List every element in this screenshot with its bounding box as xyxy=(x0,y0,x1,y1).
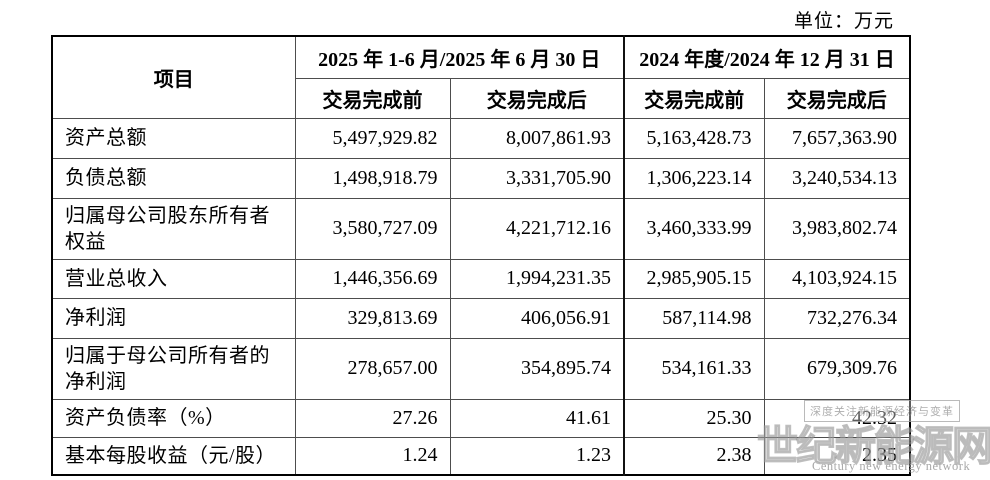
column-header-item: 项目 xyxy=(51,35,296,119)
cell-value: 1,498,918.79 xyxy=(294,157,451,199)
table-row: 资产总额 5,497,929.82 8,007,861.93 5,163,428… xyxy=(51,117,911,159)
cell-value: 1,994,231.35 xyxy=(449,258,625,299)
column-header-2025-after: 交易完成后 xyxy=(449,77,625,119)
cell-value: 1,446,356.69 xyxy=(294,258,451,299)
row-label: 归属母公司股东所有者权益 xyxy=(51,197,296,260)
cell-value: 3,331,705.90 xyxy=(449,157,625,199)
financial-summary-table: 项目 2025 年 1-6 月/2025 年 6 月 30 日 2024 年度/… xyxy=(51,35,911,476)
column-group-2024: 2024 年度/2024 年 12 月 31 日 xyxy=(623,35,911,79)
unit-label: 单位：万元 xyxy=(793,11,894,32)
cell-value: 27.26 xyxy=(294,398,451,438)
cell-value: 534,161.33 xyxy=(623,337,765,400)
cell-value: 406,056.91 xyxy=(449,297,625,339)
table-subheader-row: 交易完成前 交易完成后 交易完成前 交易完成后 xyxy=(52,77,911,119)
cell-value: 3,580,727.09 xyxy=(294,197,451,260)
cell-value: 1.23 xyxy=(449,436,625,476)
cell-value: 587,114.98 xyxy=(623,297,765,339)
table-row: 营业总收入 1,446,356.69 1,994,231.35 2,985,90… xyxy=(51,258,911,299)
table-row: 资产负债率（%） 27.26 41.61 25.30 42.32 xyxy=(51,398,911,438)
row-label: 资产负债率（%） xyxy=(51,398,296,438)
row-label: 负债总额 xyxy=(51,157,296,199)
column-header-2024-after: 交易完成后 xyxy=(763,77,911,119)
row-label: 净利润 xyxy=(51,297,296,339)
table-row: 归属母公司股东所有者权益 3,580,727.09 4,221,712.16 3… xyxy=(51,197,911,260)
cell-value: 5,163,428.73 xyxy=(623,117,765,159)
cell-value: 1.24 xyxy=(294,436,451,476)
cell-value: 732,276.34 xyxy=(763,297,911,339)
cell-value: 679,309.76 xyxy=(763,337,911,400)
cell-value: 3,983,802.74 xyxy=(763,197,911,260)
cell-value: 3,240,534.13 xyxy=(763,157,911,199)
cell-value: 2,985,905.15 xyxy=(623,258,765,299)
row-label: 营业总收入 xyxy=(51,258,296,299)
cell-value: 5,497,929.82 xyxy=(294,117,451,159)
table-row: 净利润 329,813.69 406,056.91 587,114.98 732… xyxy=(51,297,911,339)
cell-value: 278,657.00 xyxy=(294,337,451,400)
cell-value: 4,221,712.16 xyxy=(449,197,625,260)
cell-value: 354,895.74 xyxy=(449,337,625,400)
table-row: 负债总额 1,498,918.79 3,331,705.90 1,306,223… xyxy=(51,157,911,199)
column-header-2024-before: 交易完成前 xyxy=(623,77,765,119)
cell-value: 42.32 xyxy=(763,398,911,438)
cell-value: 41.61 xyxy=(449,398,625,438)
row-label: 归属于母公司所有者的净利润 xyxy=(51,337,296,400)
cell-value: 25.30 xyxy=(623,398,765,438)
cell-value: 1,306,223.14 xyxy=(623,157,765,199)
row-label: 资产总额 xyxy=(51,117,296,159)
column-header-2025-before: 交易完成前 xyxy=(294,77,451,119)
table-row: 归属于母公司所有者的净利润 278,657.00 354,895.74 534,… xyxy=(51,337,911,400)
row-label: 基本每股收益（元/股） xyxy=(51,436,296,476)
table-row: 基本每股收益（元/股） 1.24 1.23 2.38 2.35 xyxy=(51,436,911,476)
column-group-2025: 2025 年 1-6 月/2025 年 6 月 30 日 xyxy=(294,35,625,79)
cell-value: 2.38 xyxy=(623,436,765,476)
cell-value: 2.35 xyxy=(763,436,911,476)
cell-value: 329,813.69 xyxy=(294,297,451,339)
table-header-group-row: 项目 2025 年 1-6 月/2025 年 6 月 30 日 2024 年度/… xyxy=(51,35,911,119)
cell-value: 4,103,924.15 xyxy=(763,258,911,299)
cell-value: 3,460,333.99 xyxy=(623,197,765,260)
cell-value: 7,657,363.90 xyxy=(763,117,911,159)
cell-value: 8,007,861.93 xyxy=(449,117,625,159)
